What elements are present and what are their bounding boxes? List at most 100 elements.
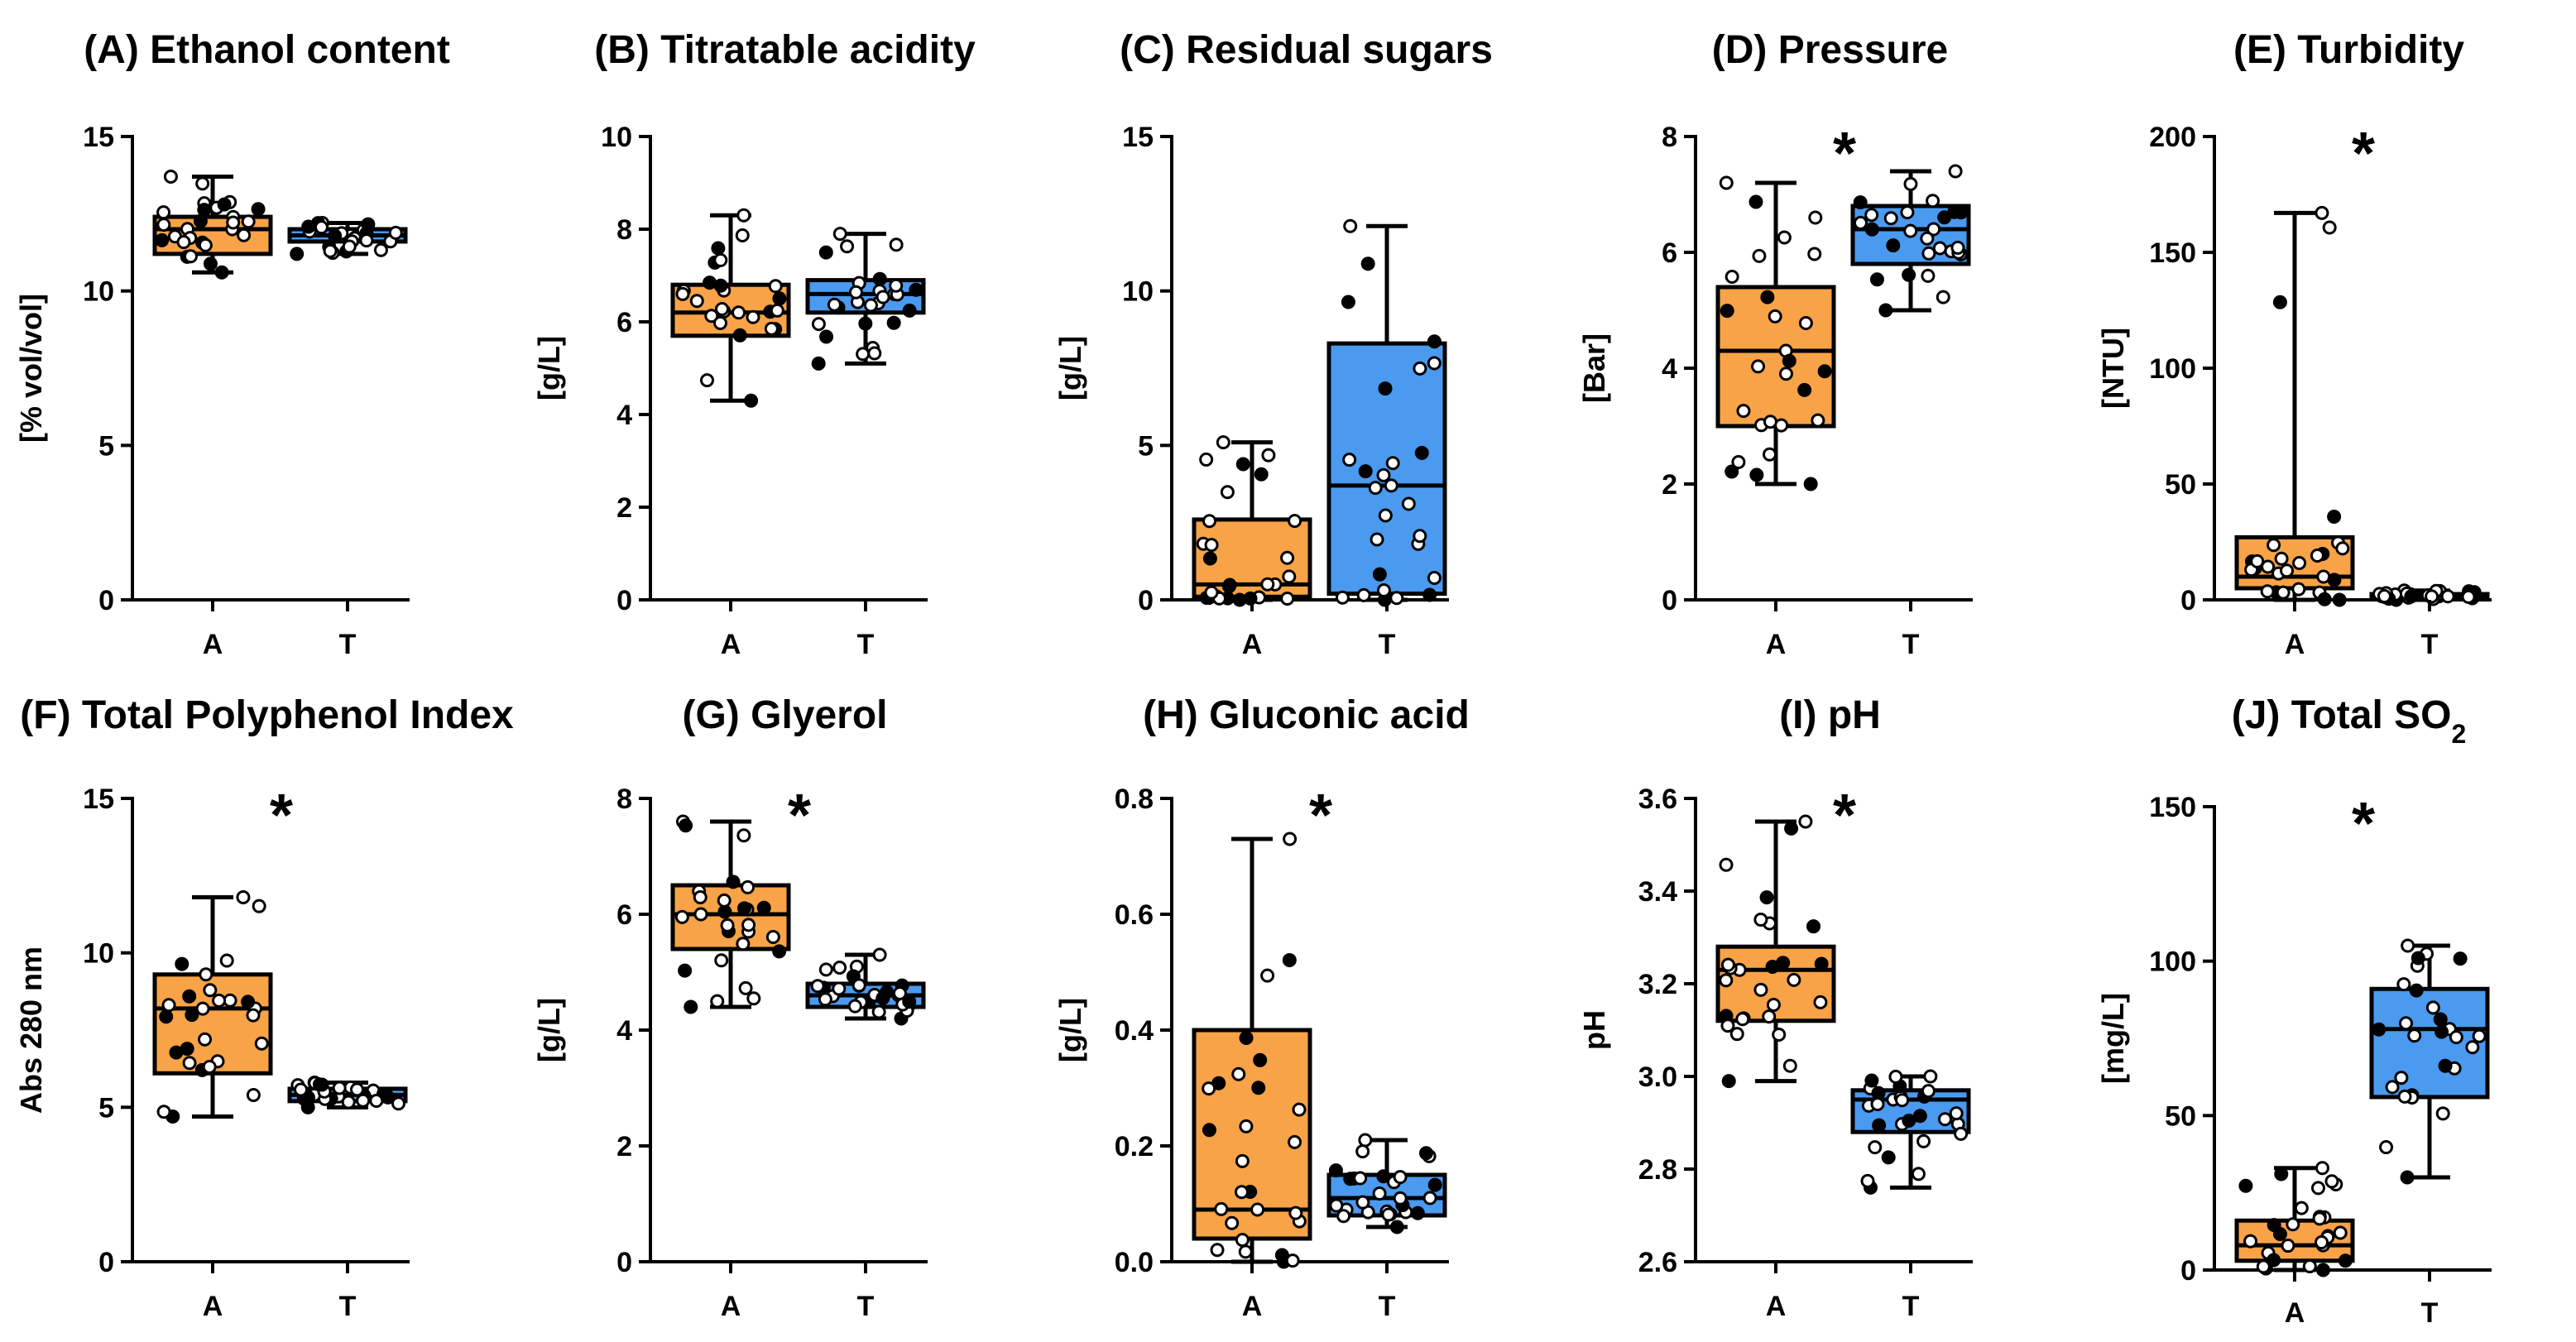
y-tick-label: 2.8: [1638, 1154, 1677, 1186]
data-point: [1784, 821, 1799, 836]
y-tick-label: 15: [83, 122, 114, 153]
data-point: [1410, 1205, 1425, 1220]
significance-star: *: [2352, 791, 2375, 857]
data-point: [1251, 1081, 1266, 1095]
x-tick-label: T: [2421, 1297, 2439, 1329]
data-point: [1355, 1144, 1370, 1159]
data-point: [902, 303, 917, 318]
data-point: [2327, 573, 2342, 587]
data-point: [254, 1036, 269, 1051]
y-tick-label: 10: [1122, 276, 1154, 308]
data-point: [699, 373, 714, 388]
data-point: [1798, 315, 1813, 330]
data-point: [1288, 1205, 1303, 1220]
data-point: [203, 983, 218, 998]
box-T: [287, 1075, 408, 1114]
panel-title: (F) Total Polyphenol Index: [20, 693, 514, 737]
y-tick-label: 0: [616, 585, 632, 616]
y-tick-label: 0: [98, 1247, 114, 1278]
box-A: [2234, 205, 2355, 607]
data-point: [1721, 1074, 1736, 1089]
data-point: [772, 944, 787, 959]
y-tick-label: 5: [98, 1092, 114, 1124]
y-tick-label: 8: [616, 214, 632, 246]
y-tick-label: 0.0: [1115, 1247, 1154, 1278]
data-point: [1288, 514, 1302, 529]
data-point: [195, 1001, 210, 1016]
data-point: [902, 995, 917, 1009]
box-A: [152, 170, 273, 280]
data-point: [1806, 919, 1821, 934]
data-point: [2335, 541, 2350, 556]
y-axis-label: [g/L]: [532, 998, 566, 1062]
data-point: [290, 247, 305, 261]
data-point: [1368, 481, 1383, 496]
data-point: [2438, 1058, 2453, 1073]
data-point: [1902, 1114, 1916, 1129]
data-point: [1393, 1191, 1408, 1205]
y-tick-label: 8: [616, 784, 632, 815]
y-tick-label: 2.6: [1638, 1247, 1677, 1278]
data-point: [349, 1082, 364, 1097]
data-point: [1725, 269, 1739, 284]
data-point: [832, 981, 847, 996]
y-tick-label: 2: [616, 1131, 632, 1162]
data-point: [819, 329, 834, 344]
data-point: [241, 995, 256, 1009]
y-tick-label: 0.6: [1115, 899, 1154, 931]
data-point: [1813, 995, 1828, 1009]
data-point: [2256, 1259, 2271, 1274]
data-point: [693, 907, 708, 922]
data-point: [2286, 1217, 2300, 1232]
data-point: [1328, 1163, 1343, 1178]
data-point: [2274, 551, 2289, 566]
data-point: [156, 1105, 171, 1119]
data-point: [1903, 176, 1918, 191]
data-point: [1725, 464, 1739, 479]
data-point: [1370, 532, 1384, 547]
data-point: [1872, 1118, 1887, 1133]
data-point: [2250, 554, 2265, 568]
data-point: [1751, 359, 1766, 374]
data-point: [2449, 1030, 2463, 1045]
data-point: [1235, 1233, 1250, 1248]
data-point: [314, 220, 329, 235]
data-point: [1231, 1066, 1246, 1081]
data-point: [1921, 1084, 1936, 1099]
data-point: [1250, 1202, 1265, 1217]
data-point: [1389, 1220, 1404, 1234]
panel-title: (I) pH: [1779, 693, 1881, 737]
data-point: [1753, 982, 1768, 997]
data-point: [359, 233, 374, 248]
data-point: [2332, 592, 2347, 607]
data-point: [1280, 591, 1295, 606]
data-point: [2238, 1178, 2253, 1193]
data-point: [1261, 448, 1276, 463]
y-tick-label: 10: [83, 276, 114, 308]
data-point: [1954, 1126, 1969, 1141]
data-point: [736, 901, 751, 916]
data-point: [2385, 1080, 2400, 1095]
data-point: [182, 989, 197, 1004]
data-point: [2440, 589, 2455, 604]
y-axis-label: pH: [1577, 1010, 1611, 1050]
data-point: [1864, 222, 1879, 237]
box-A: [670, 814, 791, 1014]
data-point: [1926, 222, 1941, 237]
data-point: [199, 967, 213, 982]
data-point: [1797, 382, 1812, 397]
data-point: [711, 241, 726, 256]
data-point: [717, 893, 732, 908]
data-point: [1204, 585, 1219, 600]
x-tick-label: A: [2285, 1297, 2305, 1329]
data-point: [176, 235, 191, 250]
data-point: [1378, 508, 1393, 523]
data-point: [1921, 246, 1936, 261]
data-point: [1808, 210, 1823, 225]
data-point: [741, 918, 756, 932]
significance-star: *: [2352, 121, 2375, 187]
data-point: [1214, 1201, 1229, 1216]
data-point: [818, 245, 833, 260]
data-point: [1210, 1243, 1225, 1258]
